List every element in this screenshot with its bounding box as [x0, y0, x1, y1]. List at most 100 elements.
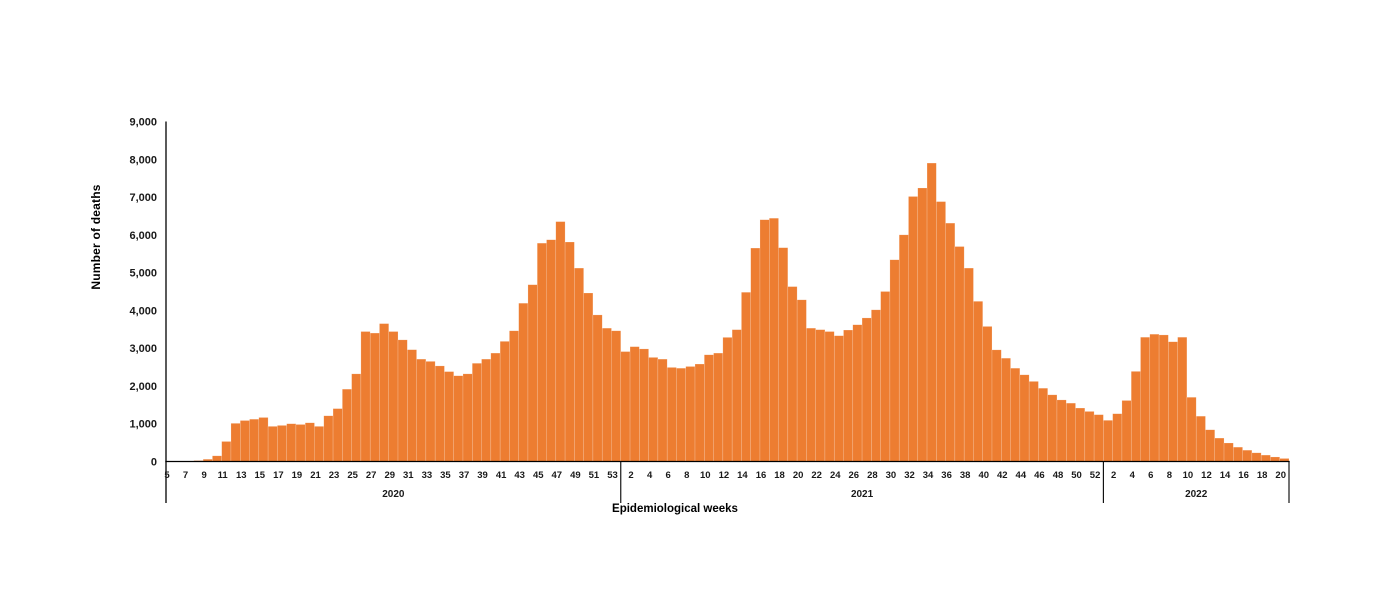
bar	[295, 424, 306, 462]
bar	[527, 284, 538, 462]
bar	[1112, 413, 1123, 462]
bar	[796, 299, 807, 462]
bar	[212, 455, 222, 462]
bar	[1242, 449, 1253, 462]
x-tick-label: 16	[1238, 470, 1249, 481]
bar	[490, 352, 501, 462]
bar	[258, 417, 269, 462]
x-tick-label: 31	[403, 470, 414, 481]
bar	[722, 337, 733, 462]
bar	[1056, 399, 1067, 462]
bar	[267, 426, 278, 462]
x-tick-label: 2	[1111, 470, 1116, 481]
y-tick-label: 2,000	[129, 381, 157, 393]
bar	[1251, 452, 1262, 462]
bar	[1028, 381, 1039, 462]
x-axis-title: Epidemiological weeks	[612, 503, 738, 515]
bar	[731, 329, 742, 462]
x-tick-label: 26	[849, 470, 860, 481]
bar	[639, 348, 649, 462]
bar	[1019, 374, 1030, 462]
bar	[369, 332, 380, 462]
year-label: 2021	[851, 489, 874, 500]
bar	[759, 219, 770, 462]
bar	[713, 352, 724, 462]
bar	[1205, 429, 1215, 462]
bar	[407, 349, 417, 462]
bar	[611, 330, 622, 462]
bar	[657, 358, 668, 462]
bar	[991, 349, 1002, 462]
x-tick-label: 33	[422, 470, 433, 481]
bar	[1066, 402, 1076, 462]
bar	[694, 363, 705, 462]
bar	[1084, 411, 1095, 462]
bar	[778, 247, 789, 462]
x-tick-label: 40	[978, 470, 989, 481]
bar	[230, 423, 241, 462]
x-tick-label: 9	[201, 470, 206, 481]
x-tick-label: 37	[459, 470, 470, 481]
x-tick-label: 43	[514, 470, 525, 481]
x-tick-label: 12	[719, 470, 730, 481]
bar	[472, 363, 482, 462]
x-tick-label: 11	[218, 470, 229, 481]
bar	[416, 358, 427, 462]
bar	[518, 302, 529, 462]
bar	[769, 217, 779, 462]
bar	[704, 354, 714, 462]
bar	[824, 331, 835, 462]
bar	[806, 327, 816, 462]
bar	[379, 323, 389, 462]
bar	[685, 366, 696, 462]
bar	[277, 425, 287, 462]
bar	[462, 373, 473, 462]
year-label: 2022	[1185, 489, 1208, 500]
bar	[1140, 336, 1151, 462]
bar	[434, 365, 445, 462]
bar	[833, 335, 844, 462]
x-tick-label: 29	[384, 470, 395, 481]
x-tick-label: 49	[570, 470, 581, 481]
bar	[1047, 394, 1058, 462]
x-tick-label: 41	[496, 470, 507, 481]
bar	[481, 358, 492, 462]
bar	[750, 247, 761, 462]
y-axis-title: Number of deaths	[89, 184, 103, 290]
y-tick-label: 3,000	[129, 343, 157, 355]
bar	[982, 326, 993, 462]
x-tick-label: 14	[1220, 470, 1231, 481]
bar	[574, 267, 584, 462]
bar	[1103, 420, 1113, 462]
bar	[973, 301, 983, 462]
bar	[342, 388, 352, 462]
y-tick-label: 5,000	[129, 268, 157, 280]
bar	[249, 418, 260, 462]
bar	[648, 357, 659, 462]
bar	[1195, 415, 1206, 462]
bar	[1177, 336, 1188, 462]
x-tick-label: 35	[440, 470, 451, 481]
bar	[926, 162, 937, 462]
bar	[908, 196, 919, 462]
bar	[676, 367, 686, 462]
bar	[1270, 456, 1280, 462]
x-tick-label: 19	[292, 470, 303, 481]
x-tick-label: 21	[310, 470, 321, 481]
x-tick-label: 4	[1130, 470, 1136, 481]
bar	[1186, 397, 1197, 462]
bar	[1168, 341, 1178, 462]
x-tick-label: 14	[737, 470, 748, 481]
bar	[323, 415, 334, 462]
x-tick-label: 32	[904, 470, 915, 481]
bar	[1010, 367, 1021, 462]
bar	[351, 373, 362, 462]
x-tick-label: 46	[1034, 470, 1045, 481]
bar	[444, 371, 454, 462]
x-tick-label: 12	[1201, 470, 1212, 481]
x-tick-label: 36	[941, 470, 952, 481]
x-tick-label: 20	[1275, 470, 1286, 481]
x-tick-label: 20	[793, 470, 804, 481]
x-tick-label: 42	[997, 470, 1008, 481]
